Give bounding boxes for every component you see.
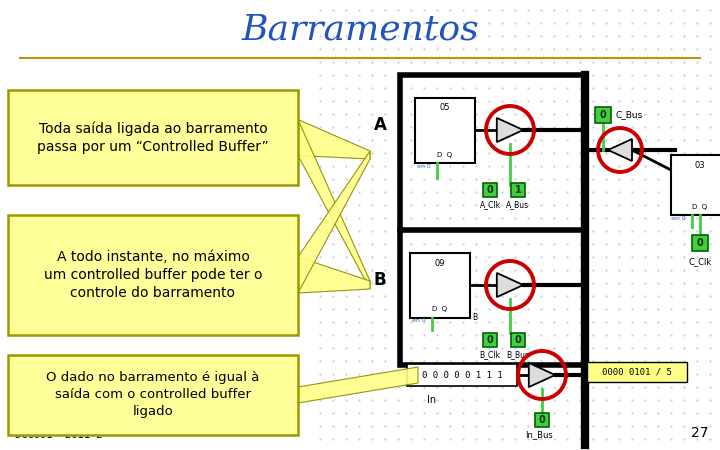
Text: Barramentos: Barramentos: [241, 13, 479, 47]
Text: 03: 03: [695, 161, 706, 170]
Polygon shape: [528, 363, 555, 387]
Text: 0: 0: [697, 238, 703, 248]
Bar: [410, 252, 470, 318]
Bar: [483, 333, 497, 347]
Text: en 0: en 0: [418, 163, 431, 168]
Bar: [400, 75, 585, 365]
Text: A_Clk: A_Clk: [480, 200, 500, 209]
Text: 27: 27: [690, 426, 708, 440]
Text: In_Bus: In_Bus: [525, 430, 553, 439]
Bar: [511, 333, 525, 347]
Polygon shape: [608, 139, 632, 161]
Bar: [8, 215, 298, 335]
Text: A todo instante, no máximo
um controlled buffer pode ter o
controle do barrament: A todo instante, no máximo um controlled…: [44, 250, 262, 301]
Polygon shape: [298, 257, 370, 293]
Text: 0: 0: [600, 110, 606, 120]
Text: DCC001- 2011-2: DCC001- 2011-2: [15, 430, 102, 440]
Text: D  Q: D Q: [693, 204, 708, 210]
Text: 09: 09: [435, 258, 445, 267]
Bar: [671, 155, 720, 215]
Text: 0: 0: [539, 415, 545, 425]
Polygon shape: [298, 120, 370, 159]
Text: B_Clk: B_Clk: [480, 350, 500, 359]
Text: 0: 0: [515, 335, 521, 345]
Polygon shape: [298, 151, 370, 293]
Text: C_Clk: C_Clk: [688, 257, 711, 266]
Text: D  Q: D Q: [433, 306, 448, 312]
Bar: [8, 90, 298, 185]
Text: 05: 05: [440, 104, 450, 112]
Text: D  Q: D Q: [438, 152, 453, 158]
Bar: [511, 183, 525, 197]
Polygon shape: [298, 367, 418, 403]
Polygon shape: [497, 273, 523, 297]
Text: B: B: [472, 312, 477, 321]
Polygon shape: [497, 118, 523, 142]
Bar: [483, 183, 497, 197]
Text: Toda saída ligada ao barramento
passa por um “Controlled Buffer”: Toda saída ligada ao barramento passa po…: [37, 121, 269, 154]
Text: 0 0 0 0 0 1 1 1: 0 0 0 0 0 1 1 1: [422, 370, 503, 379]
Text: In: In: [428, 395, 436, 405]
Text: A_Bus: A_Bus: [506, 200, 530, 209]
Bar: [415, 98, 475, 162]
Text: 0: 0: [487, 335, 493, 345]
Bar: [535, 413, 549, 427]
Text: C_Bus: C_Bus: [615, 111, 642, 120]
Text: en 0: en 0: [413, 319, 426, 324]
Text: O dado no barramento é igual à
saída com o controlled buffer
ligado: O dado no barramento é igual à saída com…: [46, 372, 260, 418]
Text: B: B: [374, 271, 387, 289]
Polygon shape: [298, 120, 370, 289]
Text: A: A: [374, 116, 387, 134]
Bar: [595, 107, 611, 123]
Text: B_Bus: B_Bus: [506, 350, 529, 359]
Text: 1: 1: [515, 185, 521, 195]
Bar: [8, 355, 298, 435]
Text: en 0: en 0: [672, 216, 686, 221]
Bar: [587, 362, 687, 382]
Bar: [692, 235, 708, 251]
Bar: [407, 364, 517, 386]
Text: 0: 0: [487, 185, 493, 195]
Text: 0000 0101 / 5: 0000 0101 / 5: [602, 368, 672, 377]
